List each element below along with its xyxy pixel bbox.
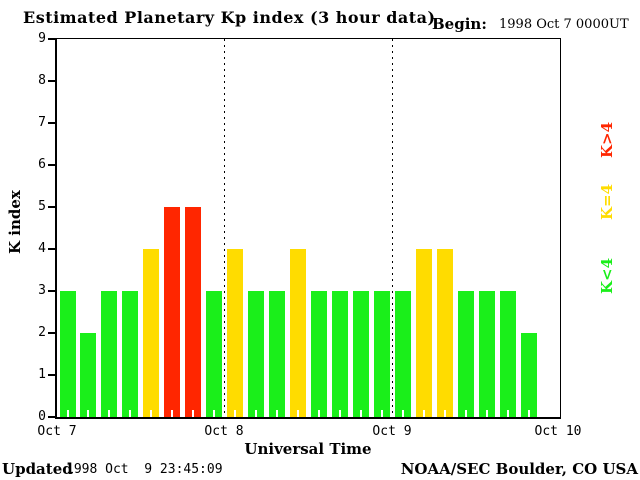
y-axis-tick [48,38,55,40]
y-axis-tick [48,80,55,82]
legend-item-k-below-4: K<4 [598,257,616,295]
kp-bar [227,249,244,417]
kp-bar [164,207,181,417]
credit-text: NOAA/SEC Boulder, CO USA [400,460,638,478]
updated-label: Updated [2,460,73,478]
y-axis-tick-label: 4 [38,241,46,256]
day-boundary-line [391,39,393,417]
begin-value: 1998 Oct 7 0000UT [499,17,629,32]
x-axis-tick [380,410,383,417]
x-axis-tick [150,410,153,417]
x-axis-tick [464,410,467,417]
x-axis-tick [318,410,320,417]
x-axis-tick [297,410,300,417]
x-axis-tick [108,410,111,417]
y-axis-tick [48,206,55,208]
kp-bar [520,333,537,417]
kp-bar [185,207,202,417]
kp-bar [122,291,139,417]
kp-bar [457,291,474,417]
kp-bar [331,291,348,417]
y-axis-tick-label: 9 [38,31,46,46]
kp-bar [352,291,369,417]
legend-item-k-above-4: K>4 [598,121,616,159]
x-axis-tick [255,410,258,417]
y-axis-tick [48,290,55,292]
begin-label: Begin: [432,15,487,33]
y-axis-tick [48,122,55,124]
kp-bar [59,291,76,417]
y-axis-tick [48,332,55,334]
kp-bar [499,291,516,417]
kp-bar [436,249,453,417]
x-axis-tick [401,410,404,417]
chart-title: Estimated Planetary Kp index (3 hour dat… [23,8,436,27]
x-axis-tick [276,410,279,417]
x-day-label-oct8: Oct 8 [204,424,244,439]
kp-bar [206,291,223,417]
kp-bar [269,291,286,417]
x-day-label-oct9: Oct 9 [372,424,412,439]
y-axis-tick [48,164,55,166]
kp-bar [80,333,97,417]
legend-item-k-equal-4: K=4 [598,183,616,221]
x-axis-tick [192,410,195,417]
x-axis-tick [506,410,509,417]
x-axis-tick [66,410,69,417]
x-axis-tick [359,410,362,417]
y-axis-tick-label: 2 [38,325,46,340]
x-axis-tick [527,410,530,417]
y-axis-tick [48,416,55,418]
kp-bar [478,291,495,417]
y-axis-tick-label: 3 [38,283,46,298]
y-axis-tick-label: 6 [38,157,46,172]
day-boundary-line [224,39,226,417]
y-axis-tick-label: 0 [38,409,46,424]
x-axis-tick [234,410,237,417]
x-axis-tick [422,410,425,417]
kp-bar [311,291,327,417]
kp-bar [290,249,307,417]
x-axis-tick [129,410,132,417]
x-axis-tick [443,410,446,417]
y-axis-tick [48,374,55,376]
x-axis-tick [485,410,488,417]
kp-bar [143,249,160,417]
updated-value: 1998 Oct 9 23:45:09 [66,462,223,477]
x-axis-tick [171,410,174,417]
y-axis-tick [48,248,55,250]
x-day-label-oct7: Oct 7 [37,424,77,439]
y-axis-tick-label: 8 [38,73,46,88]
x-axis-tick [213,410,216,417]
kp-bar [101,291,118,417]
kp-bar [373,291,390,417]
plot-area [55,38,561,419]
y-axis-tick-label: 1 [38,367,46,382]
kp-bar [248,291,265,417]
x-axis-title: Universal Time [244,440,372,458]
x-axis-tick [87,410,90,417]
y-axis-tick-label: 7 [38,115,46,130]
kp-bar [394,291,411,417]
x-day-label-oct10: Oct 10 [534,424,582,439]
y-axis-tick-label: 5 [38,199,46,214]
x-axis-tick [338,410,341,417]
kp-bar [415,249,432,417]
